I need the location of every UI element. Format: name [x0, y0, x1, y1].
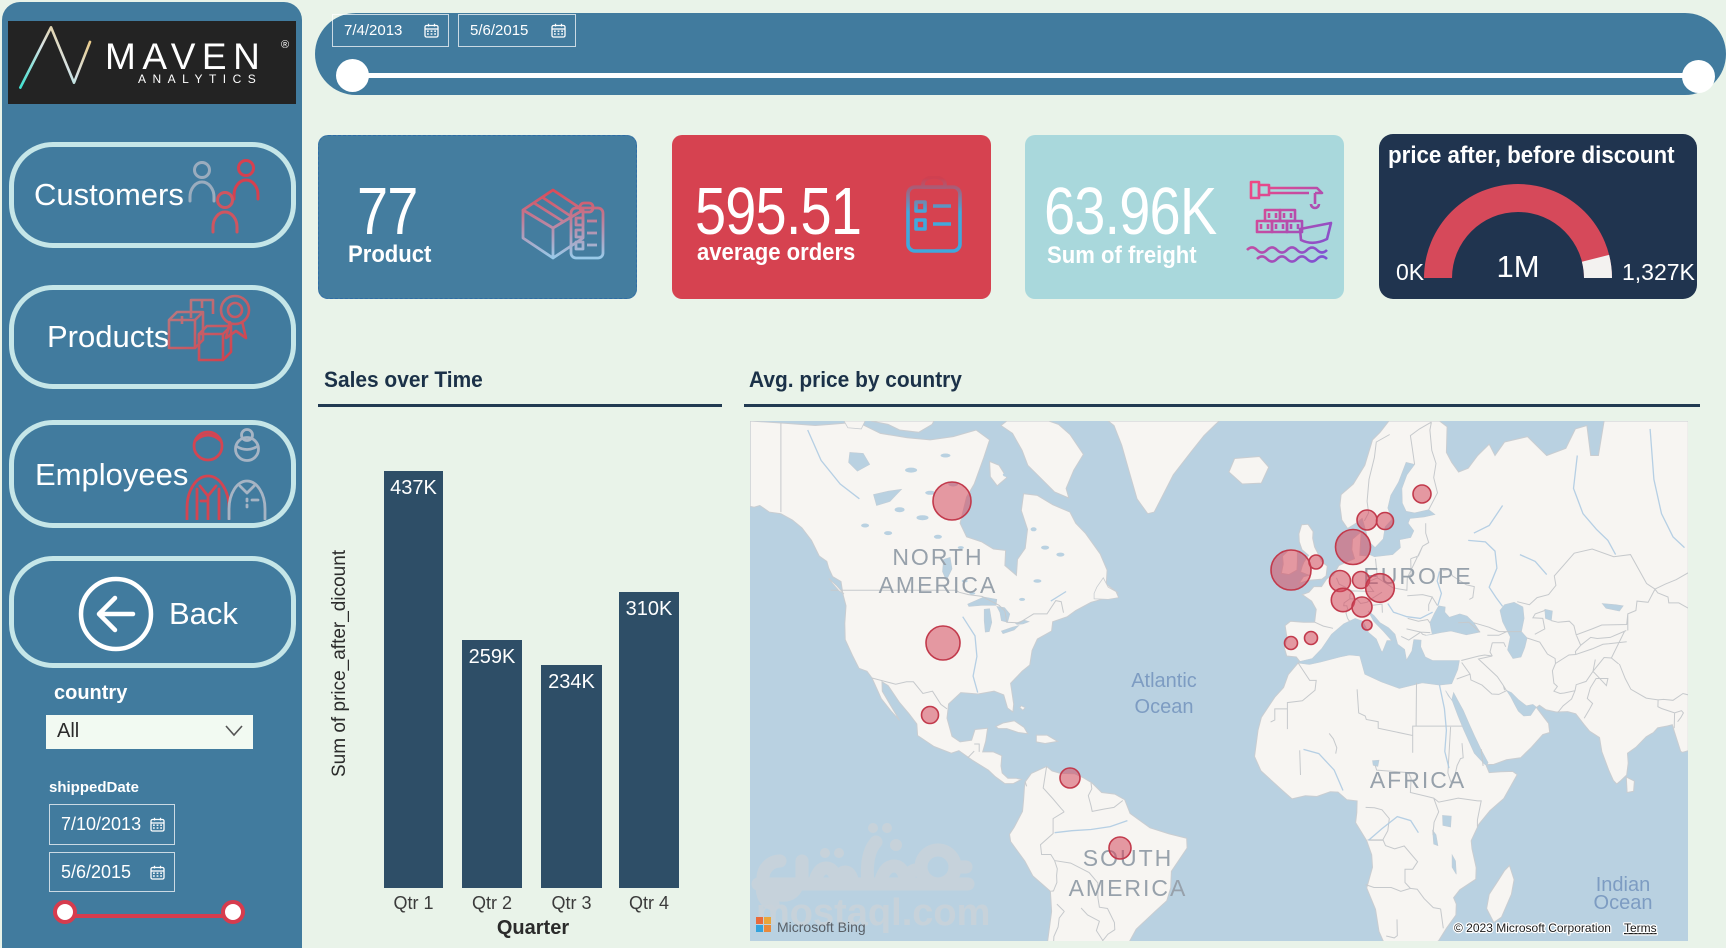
- svg-text:© 2023 Microsoft Corporation: © 2023 Microsoft Corporation: [1454, 921, 1611, 935]
- svg-text:AMERICA: AMERICA: [879, 572, 998, 598]
- svg-text:Microsoft Bing: Microsoft Bing: [777, 919, 866, 935]
- svg-text:AMERICA: AMERICA: [1069, 875, 1188, 901]
- svg-text:®: ®: [281, 39, 289, 51]
- svg-text:NORTH: NORTH: [892, 544, 983, 570]
- svg-text:AFRICA: AFRICA: [1370, 767, 1466, 793]
- svg-text:MAVEN: MAVEN: [105, 36, 266, 77]
- svg-text:Ocean: Ocean: [1135, 696, 1194, 718]
- svg-text:ANALYTICS: ANALYTICS: [138, 72, 262, 86]
- svg-text:Indian: Indian: [1596, 874, 1651, 896]
- svg-text:0K: 0K: [1396, 259, 1425, 285]
- svg-text:mostaql.com: mostaql.com: [756, 892, 990, 934]
- svg-text:Ocean: Ocean: [1594, 892, 1653, 914]
- svg-text:1,327K: 1,327K: [1622, 259, 1696, 285]
- svg-text:Atlantic: Atlantic: [1131, 670, 1197, 692]
- svg-text:1M: 1M: [1496, 249, 1539, 284]
- svg-text:Terms: Terms: [1624, 921, 1657, 935]
